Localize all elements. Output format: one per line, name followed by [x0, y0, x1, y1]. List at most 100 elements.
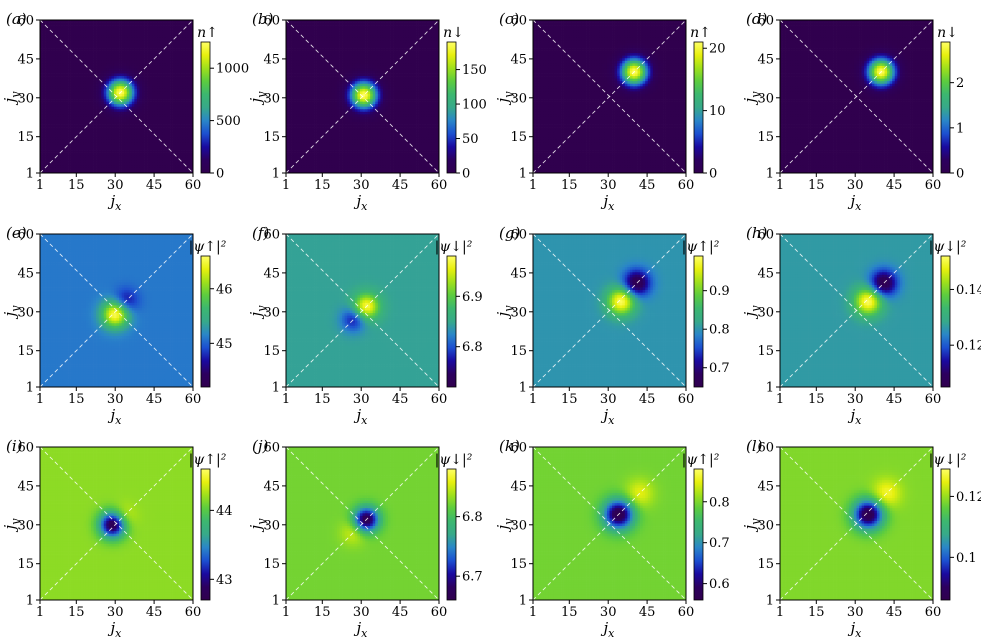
heatmap-cell	[177, 170, 181, 174]
heatmap-cell	[129, 134, 133, 138]
heatmap-cell	[172, 50, 176, 54]
heatmap-cell	[431, 25, 435, 28]
heatmap-cell	[101, 111, 105, 115]
heatmap-cell	[40, 119, 43, 123]
heatmap-cell	[180, 157, 184, 161]
heatmap-cell	[116, 83, 120, 87]
heatmap-cell	[50, 106, 54, 110]
heatmap-cell	[337, 30, 340, 34]
heatmap-cell	[88, 81, 92, 85]
heatmap-cell	[45, 68, 48, 72]
heatmap-cell	[185, 119, 189, 123]
heatmap-cell	[187, 170, 191, 174]
heatmap-cell	[172, 119, 176, 123]
heatmap-cell	[134, 111, 138, 115]
heatmap-cell	[101, 20, 105, 23]
heatmap-cell	[131, 167, 135, 171]
heatmap-cell	[80, 27, 84, 31]
heatmap-cell	[421, 73, 425, 77]
heatmap-cell	[147, 109, 150, 113]
heatmap-cell	[129, 73, 133, 77]
heatmap-cell	[119, 124, 122, 128]
heatmap-cell	[111, 27, 115, 31]
heatmap-cell	[167, 73, 171, 77]
heatmap-cell	[85, 132, 89, 136]
heatmap-cell	[119, 109, 122, 113]
heatmap-cell	[334, 53, 338, 57]
heatmap-cell	[339, 45, 343, 49]
heatmap-cell	[182, 71, 186, 74]
heatmap-cell	[403, 42, 407, 46]
heatmap-cell	[144, 139, 148, 143]
heatmap-cell	[349, 20, 353, 23]
heatmap-cell	[42, 68, 46, 72]
heatmap-cell	[319, 53, 323, 57]
heatmap-cell	[175, 58, 179, 62]
heatmap-cell	[68, 20, 71, 23]
heatmap-cell	[298, 58, 302, 62]
heatmap-cell	[108, 142, 112, 146]
heatmap-cell	[154, 30, 158, 34]
heatmap-cell	[113, 99, 117, 102]
heatmap-cell	[291, 55, 294, 59]
heatmap-cell	[62, 78, 66, 82]
heatmap-cell	[57, 157, 61, 161]
heatmap-cell	[180, 48, 184, 51]
heatmap-cell	[190, 73, 194, 77]
heatmap-cell	[185, 124, 189, 128]
heatmap-cell	[134, 32, 138, 36]
heatmap-cell	[73, 50, 77, 54]
heatmap-cell	[301, 50, 305, 54]
heatmap-cell	[93, 114, 97, 118]
heatmap-cell	[426, 42, 430, 46]
heatmap-cell	[159, 116, 163, 120]
heatmap-cell	[190, 101, 194, 105]
heatmap-cell	[388, 65, 391, 69]
heatmap-cell	[185, 35, 189, 39]
heatmap-cell	[57, 104, 61, 108]
heatmap-cell	[326, 30, 330, 34]
heatmap-cell	[96, 22, 99, 26]
heatmap-cell	[91, 137, 94, 141]
heatmap-cell	[111, 20, 115, 23]
heatmap-cell	[180, 119, 184, 123]
heatmap-cell	[131, 157, 135, 161]
heatmap-cell	[370, 58, 374, 62]
heatmap-cell	[75, 40, 79, 44]
heatmap-cell	[101, 165, 105, 169]
heatmap-cell	[403, 58, 407, 62]
heatmap-cell	[83, 147, 87, 151]
heatmap-cell	[164, 30, 168, 34]
heatmap-cell	[410, 22, 414, 26]
heatmap-cell	[182, 132, 186, 136]
heatmap-cell	[93, 93, 97, 97]
heatmap-cell	[124, 134, 128, 138]
heatmap-cell	[85, 83, 89, 87]
heatmap-cell	[142, 30, 145, 34]
heatmap-cell	[301, 48, 305, 51]
heatmap-cell	[154, 119, 158, 123]
heatmap-cell	[73, 142, 77, 146]
heatmap-cell	[423, 45, 427, 49]
heatmap-cell	[293, 20, 297, 23]
heatmap-cell	[129, 63, 133, 67]
heatmap-cell	[177, 162, 181, 166]
heatmap-cell	[365, 27, 368, 31]
heatmap-cell	[187, 137, 191, 141]
heatmap-cell	[436, 40, 440, 44]
heatmap-cell	[70, 144, 74, 148]
heatmap-cell	[316, 76, 320, 79]
heatmap-cell	[311, 76, 315, 79]
heatmap-cell	[187, 68, 191, 72]
heatmap-cell	[73, 78, 77, 82]
heatmap-cell	[134, 96, 138, 100]
heatmap-cell	[68, 134, 71, 138]
heatmap-cell	[352, 48, 356, 51]
heatmap-cell	[426, 20, 430, 23]
heatmap-cell	[172, 122, 176, 125]
heatmap-cell	[111, 160, 115, 164]
heatmap-cell	[436, 53, 440, 57]
heatmap-cell	[108, 93, 112, 97]
heatmap-cell	[75, 139, 79, 143]
heatmap-cell	[349, 37, 353, 41]
